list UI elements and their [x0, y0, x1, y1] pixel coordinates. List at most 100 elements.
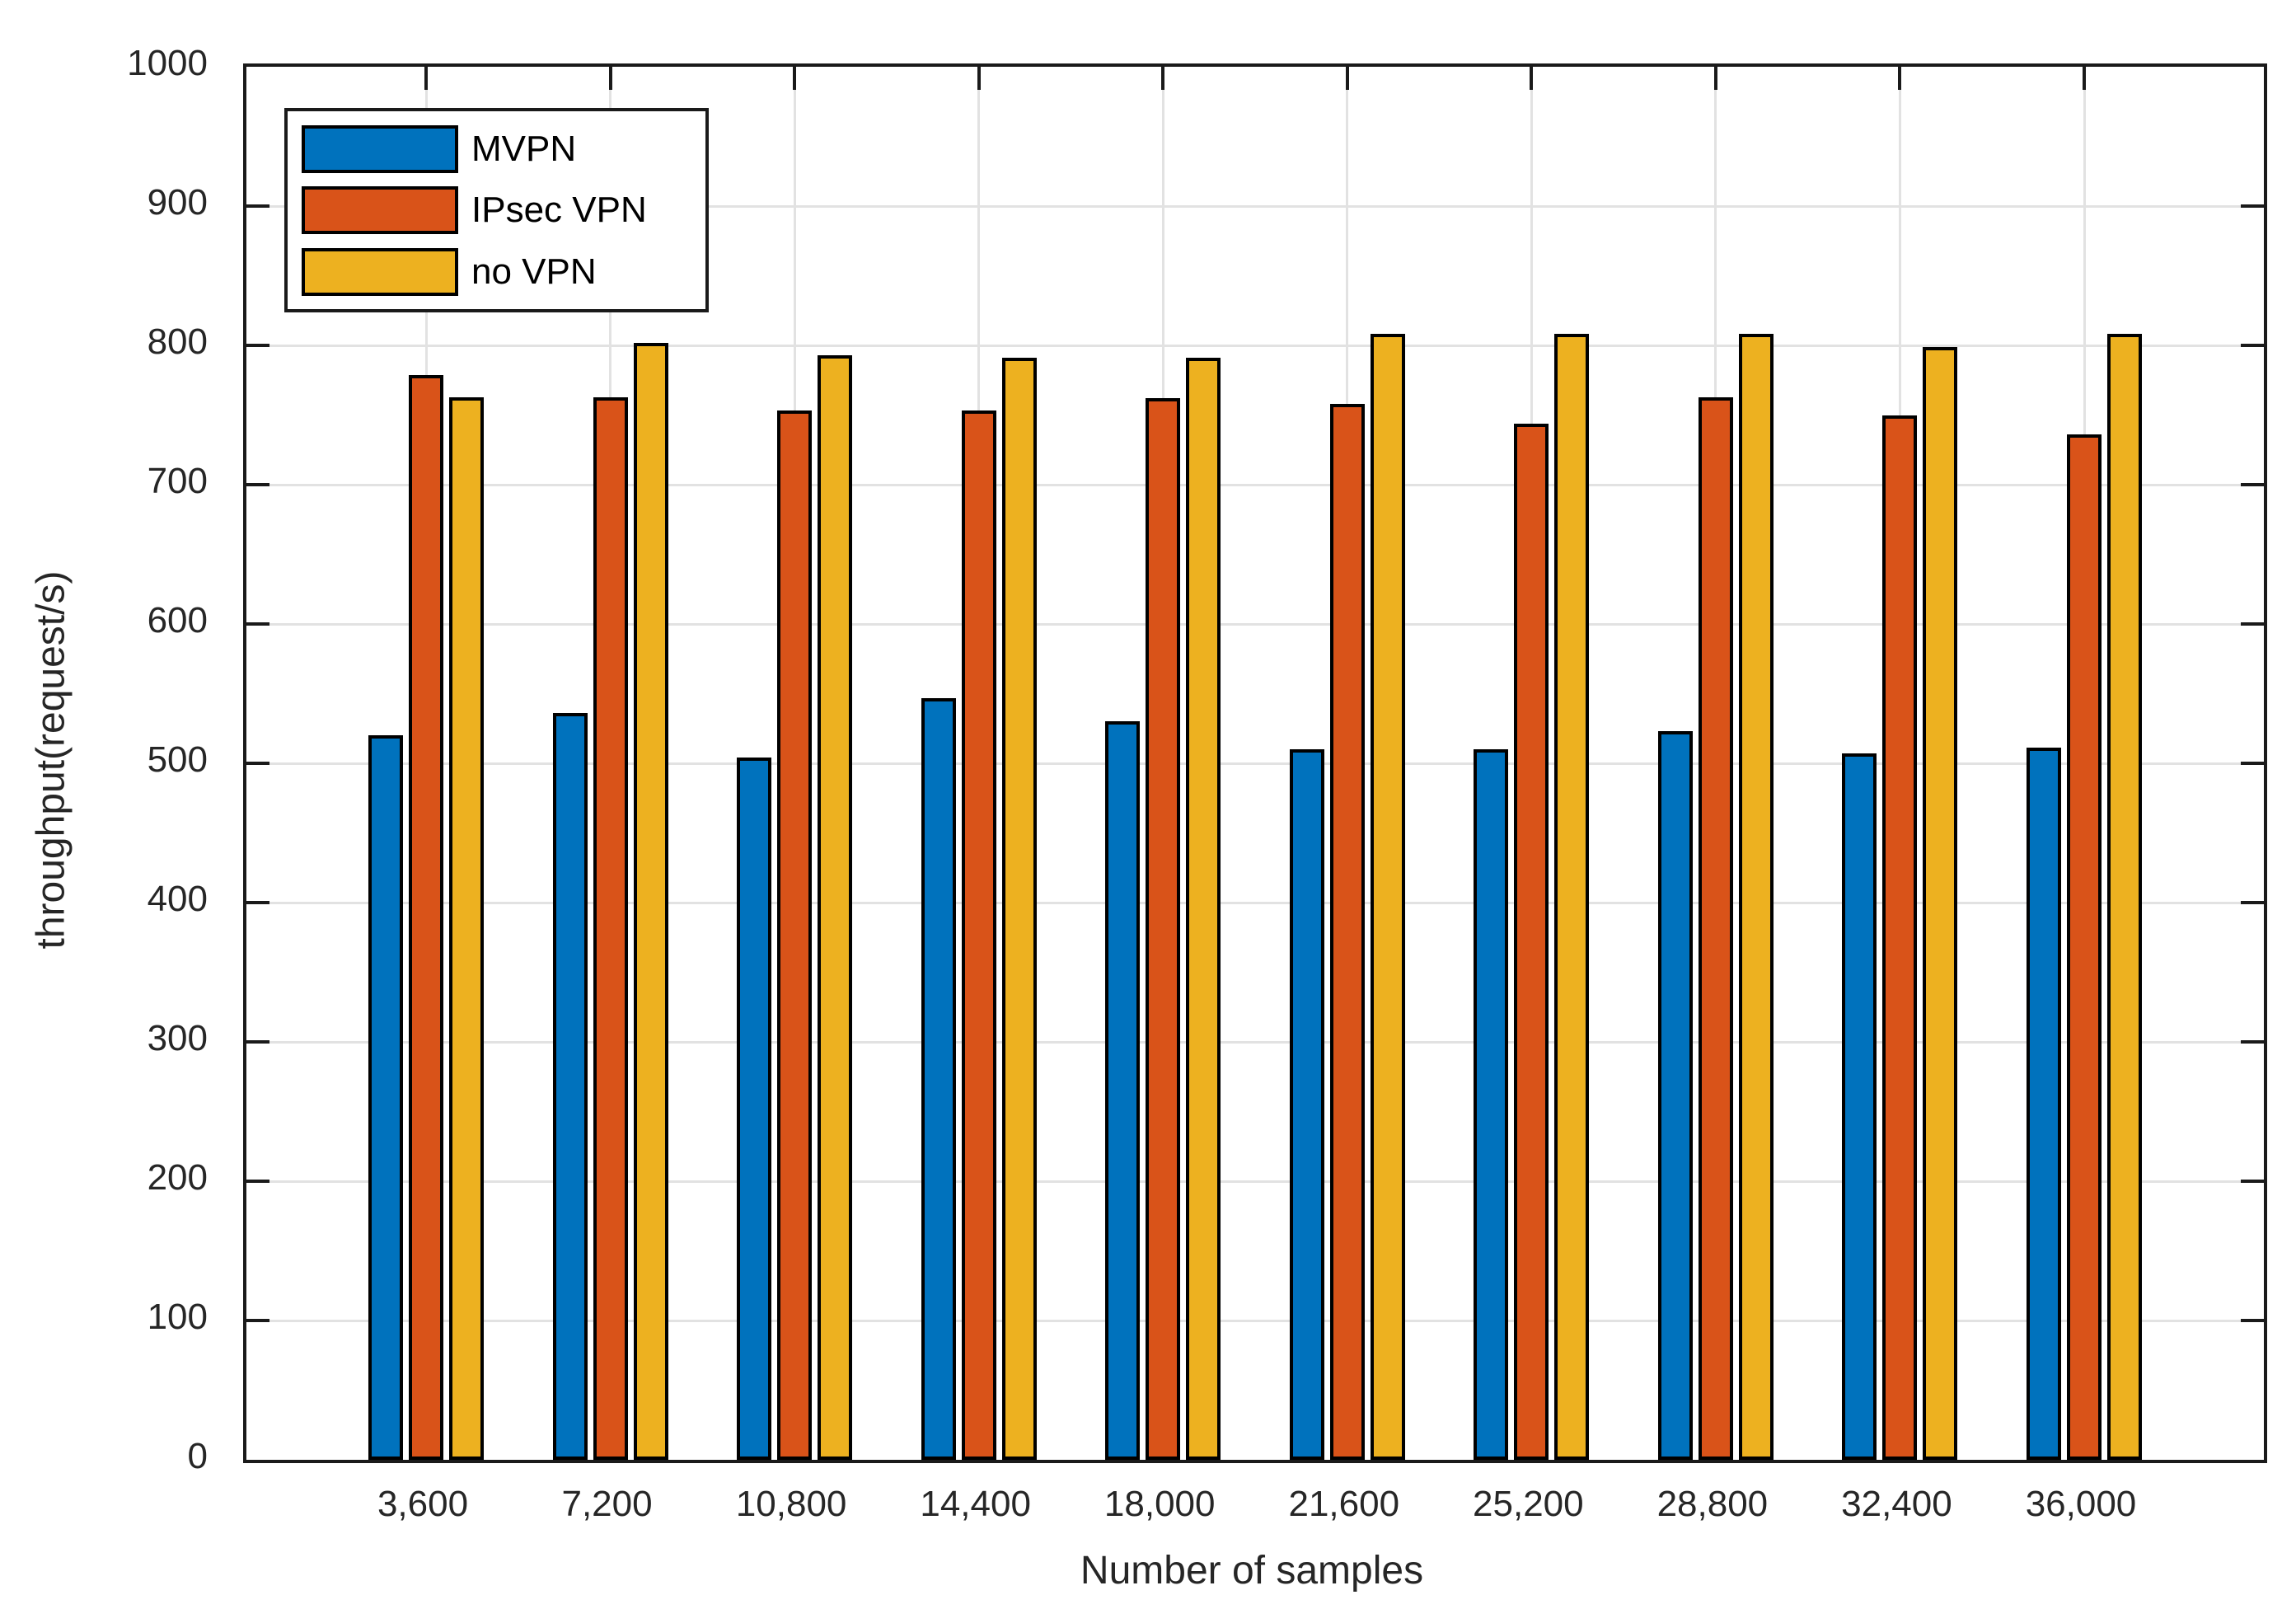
y-tick-label-600: 600 — [147, 600, 208, 640]
y-tick-left-900 — [246, 204, 269, 208]
bar-ipsec-vpn-28800 — [1698, 396, 1733, 1460]
x-tick-top-8 — [1898, 67, 1902, 90]
h-gridline-100 — [246, 1319, 2264, 1322]
x-tick-top-4 — [1161, 67, 1165, 90]
legend-swatch-no-vpn — [302, 247, 458, 296]
x-tick-label-3: 14,400 — [920, 1484, 1031, 1524]
y-tick-right-600 — [2241, 622, 2264, 626]
y-tick-right-700 — [2241, 483, 2264, 486]
y-tick-label-300: 300 — [147, 1018, 208, 1058]
y-tick-left-400 — [246, 901, 269, 904]
x-tick-label-1: 7,200 — [561, 1484, 653, 1524]
y-tick-left-300 — [246, 1040, 269, 1044]
bar-ipsec-vpn-25200 — [1514, 423, 1549, 1460]
x-tick-top-2 — [793, 67, 797, 90]
bar-ipsec-vpn-3600 — [409, 374, 443, 1460]
bar-ipsec-vpn-7200 — [593, 396, 628, 1460]
legend-entry-mvpn: MVPN — [302, 124, 705, 173]
y-tick-right-900 — [2241, 204, 2264, 208]
legend-entry-no-vpn: no VPN — [302, 247, 705, 296]
bar-no-vpn-21600 — [1370, 334, 1405, 1460]
bar-no-vpn-14400 — [1001, 358, 1037, 1460]
legend-swatch-ipsec-vpn — [302, 186, 458, 234]
bar-no-vpn-10800 — [818, 354, 853, 1460]
x-tick-label-2: 10,800 — [735, 1484, 847, 1524]
y-tick-label-0: 0 — [187, 1436, 208, 1476]
h-gridline-300 — [246, 1040, 2264, 1044]
x-tick-label-5: 21,600 — [1288, 1484, 1400, 1524]
bar-ipsec-vpn-18000 — [1146, 398, 1181, 1460]
bar-ipsec-vpn-21600 — [1329, 403, 1365, 1460]
bar-mvpn-10800 — [737, 758, 772, 1460]
h-gridline-800 — [246, 344, 2264, 347]
legend-entry-ipsec-vpn: IPsec VPN — [302, 186, 705, 234]
bar-no-vpn-36000 — [2107, 334, 2142, 1460]
x-tick-top-0 — [424, 67, 428, 90]
h-gridline-500 — [246, 762, 2264, 765]
x-tick-top-7 — [1713, 67, 1717, 90]
x-tick-top-5 — [1345, 67, 1349, 90]
x-tick-top-6 — [1530, 67, 1534, 90]
y-tick-left-800 — [246, 344, 269, 347]
y-tick-label-500: 500 — [147, 739, 208, 780]
y-tick-label-800: 800 — [147, 321, 208, 362]
bar-mvpn-21600 — [1289, 749, 1324, 1460]
y-tick-right-500 — [2241, 762, 2264, 765]
bar-no-vpn-3600 — [449, 396, 484, 1460]
y-tick-right-300 — [2241, 1040, 2264, 1044]
x-tick-label-9: 36,000 — [2025, 1484, 2137, 1524]
legend-label-mvpn: MVPN — [471, 128, 577, 169]
x-tick-top-1 — [608, 67, 612, 90]
y-tick-right-100 — [2241, 1319, 2264, 1322]
x-tick-label-7: 28,800 — [1656, 1484, 1769, 1524]
y-tick-label-400: 400 — [147, 879, 208, 919]
x-tick-top-3 — [977, 67, 981, 90]
h-gridline-900 — [246, 204, 2264, 208]
y-tick-left-100 — [246, 1319, 269, 1322]
h-gridline-200 — [246, 1180, 2264, 1183]
y-tick-left-500 — [246, 762, 269, 765]
bar-ipsec-vpn-32400 — [1882, 415, 1918, 1460]
h-gridline-600 — [246, 622, 2264, 626]
x-tick-label-8: 32,400 — [1841, 1484, 1952, 1524]
y-tick-label-200: 200 — [147, 1157, 208, 1198]
h-gridline-400 — [246, 901, 2264, 904]
legend: MVPN IPsec VPN no VPN — [284, 108, 709, 312]
bar-mvpn-36000 — [2027, 748, 2061, 1460]
y-tick-left-200 — [246, 1180, 269, 1183]
bar-mvpn-28800 — [1657, 731, 1693, 1460]
y-tick-label-700: 700 — [147, 461, 208, 501]
plot-area: MVPN IPsec VPN no VPN — [243, 63, 2267, 1463]
y-tick-label-900: 900 — [147, 182, 208, 223]
bar-mvpn-18000 — [1105, 721, 1141, 1460]
y-tick-right-200 — [2241, 1180, 2264, 1183]
legend-label-ipsec-vpn: IPsec VPN — [471, 190, 647, 230]
bar-no-vpn-18000 — [1186, 358, 1221, 1460]
y-tick-label-1000: 1000 — [127, 43, 208, 83]
legend-label-no-vpn: no VPN — [471, 251, 597, 292]
x-tick-label-6: 25,200 — [1473, 1484, 1584, 1524]
h-gridline-700 — [246, 483, 2264, 486]
bar-no-vpn-28800 — [1738, 334, 1774, 1460]
x-axis-label: Number of samples — [1080, 1549, 1424, 1593]
bar-ipsec-vpn-36000 — [2067, 434, 2102, 1460]
bar-ipsec-vpn-14400 — [961, 410, 996, 1460]
y-tick-left-600 — [246, 622, 269, 626]
x-tick-label-4: 18,000 — [1103, 1484, 1216, 1524]
y-tick-right-800 — [2241, 344, 2264, 347]
bar-mvpn-3600 — [368, 735, 403, 1460]
y-tick-right-400 — [2241, 901, 2264, 904]
legend-swatch-mvpn — [302, 124, 458, 173]
bar-mvpn-32400 — [1842, 753, 1877, 1460]
bar-no-vpn-25200 — [1554, 334, 1590, 1460]
y-tick-label-100: 100 — [147, 1297, 208, 1337]
x-tick-label-0: 3,600 — [377, 1484, 469, 1524]
bar-ipsec-vpn-10800 — [777, 410, 813, 1460]
bar-no-vpn-7200 — [633, 342, 668, 1460]
bar-mvpn-25200 — [1474, 749, 1509, 1460]
bar-mvpn-7200 — [552, 713, 588, 1460]
x-tick-top-9 — [2083, 67, 2086, 90]
y-tick-left-700 — [246, 483, 269, 486]
bar-mvpn-14400 — [921, 697, 956, 1460]
